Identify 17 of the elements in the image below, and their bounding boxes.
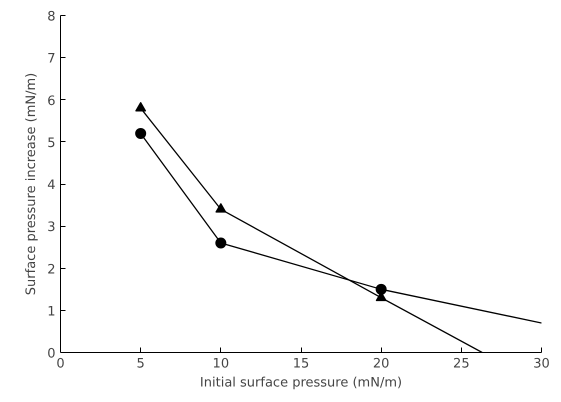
x-tick-label: 30 [533,356,550,372]
y-tick-label: 6 [47,94,56,109]
y-tick-label: 7 [47,52,56,67]
y-tick-label: 5 [47,136,56,151]
x-tick-label: 15 [292,356,310,372]
y-tick-label: 0 [47,346,56,362]
x-tick-label: 10 [212,356,230,372]
y-tick-label: 3 [47,220,56,236]
x-tick-label: 5 [136,356,145,372]
x-axis-title: Initial surface pressure (mN/m) [200,376,402,390]
x-tick-label: 20 [372,356,390,372]
y-tick-label: 1 [47,304,56,320]
y-tick-label: 4 [47,178,56,193]
y-axis-title: Surface pressure increase (mN/m) [24,72,40,296]
y-tick-label: 2 [47,262,56,278]
y-tick-label: 8 [47,10,56,24]
x-tick-label: 25 [453,356,470,372]
